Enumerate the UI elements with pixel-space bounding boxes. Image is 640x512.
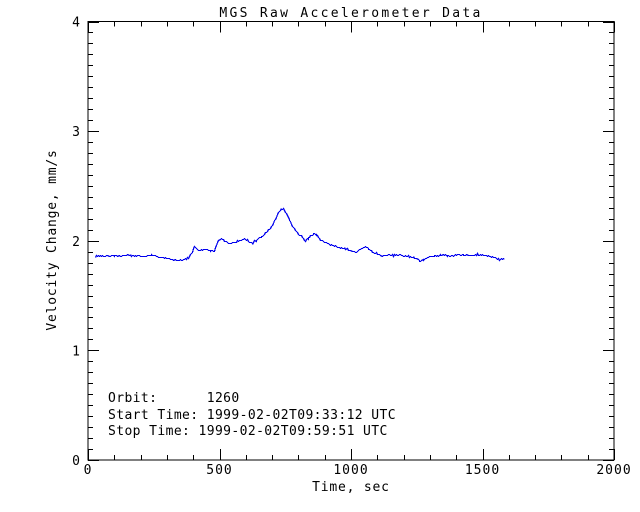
y-tick-label: 2 xyxy=(72,235,81,250)
axis-tick-labels: 0 500 1000 1500 2000 0 1 2 3 4 xyxy=(72,16,631,479)
y-tick-label: 0 xyxy=(72,454,81,469)
x-tick-label: 500 xyxy=(206,463,232,478)
x-tick-label: 1500 xyxy=(465,463,500,478)
annotation-stop-time: Stop Time: 1999-02-02T09:59:51 UTC xyxy=(108,424,388,439)
x-axis-title: Time, sec xyxy=(312,480,390,495)
axis-ticks xyxy=(88,21,615,461)
y-tick-label: 3 xyxy=(72,125,81,140)
y-axis-title: Velocity Change, mm/s xyxy=(45,149,60,330)
velocity-change-trace xyxy=(94,207,505,263)
x-tick-label: 2000 xyxy=(596,463,631,478)
y-tick-label: 1 xyxy=(72,344,81,359)
chart-title: MGS Raw Accelerometer Data xyxy=(219,6,482,21)
annotation-start-time: Start Time: 1999-02-02T09:33:12 UTC xyxy=(108,408,396,423)
data-curve xyxy=(94,207,505,263)
x-tick-label: 0 xyxy=(84,463,93,478)
x-tick-label: 1000 xyxy=(333,463,368,478)
y-tick-label: 4 xyxy=(72,16,81,31)
annotation-orbit: Orbit: 1260 xyxy=(108,391,240,406)
